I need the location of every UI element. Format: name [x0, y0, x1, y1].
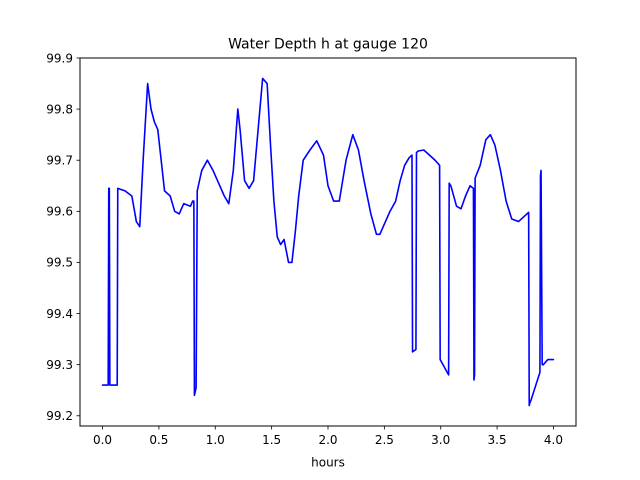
x-tick-label: 1.5: [262, 433, 281, 447]
y-tick-label: 99.2: [46, 409, 73, 423]
series-layer: [101, 77, 555, 407]
x-tick-label: 2.5: [375, 433, 394, 447]
x-tick-label: 4.0: [544, 433, 563, 447]
x-tick-label: 3.0: [431, 433, 450, 447]
x-tick-label: 2.0: [318, 433, 337, 447]
y-tick-label: 99.9: [46, 51, 73, 65]
plot-area: [79, 57, 577, 427]
y-tick-label: 99.4: [46, 307, 73, 321]
x-tick-label: 0.5: [149, 433, 168, 447]
x-tick-label: 3.5: [488, 433, 507, 447]
x-tick-label: 1.0: [206, 433, 225, 447]
y-tick-label: 99.8: [46, 102, 73, 116]
x-axis-label: hours: [311, 456, 345, 470]
y-tick-label: 99.3: [46, 358, 73, 372]
x-tick-label: 0.0: [93, 433, 112, 447]
water-depth-series-line: [101, 77, 555, 407]
y-tick-label: 99.5: [46, 256, 73, 270]
x-axis: 0.0 0.5 1.0 1.5 2.0 2.5 3.0 3.5 4.0: [93, 426, 563, 447]
y-axis: 99.2 99.3 99.4 99.5 99.6 99.7 99.8 99.9: [46, 51, 80, 423]
chart-title: Water Depth h at gauge 120: [228, 37, 428, 53]
plot-background: [80, 58, 576, 426]
y-tick-label: 99.7: [46, 154, 73, 168]
y-tick-label: 99.6: [46, 205, 73, 219]
